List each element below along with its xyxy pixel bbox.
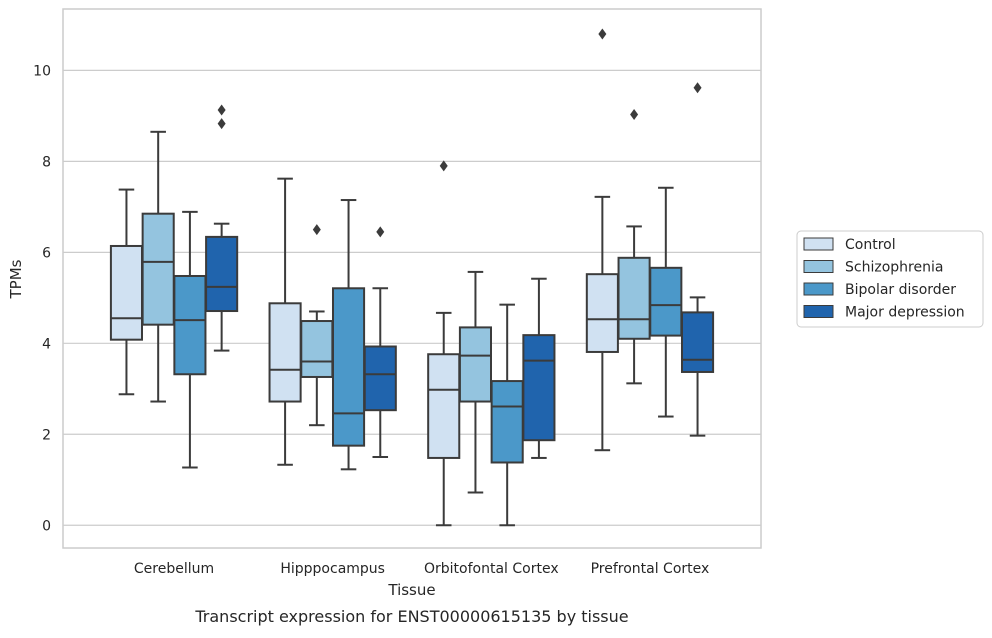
- legend-label: Major depression: [845, 305, 965, 321]
- outlier-point: [217, 104, 226, 116]
- box-group: [300, 224, 334, 427]
- box-group: [173, 210, 207, 469]
- outlier-point: [439, 160, 448, 172]
- box-group: [205, 104, 239, 352]
- legend: Control Schizophrenia Bipolar disorder Majo…: [796, 230, 984, 328]
- x-tick-label: Cerebellum: [134, 561, 214, 577]
- box: [458, 326, 493, 403]
- box: [205, 235, 239, 313]
- outlier-point: [376, 226, 385, 238]
- legend-label: Schizophrenia: [845, 260, 943, 276]
- box-group: [522, 277, 556, 459]
- box-group: [427, 160, 461, 527]
- box-group: [268, 177, 302, 466]
- chart-title: Transcript expression for ENST0000061513…: [194, 607, 628, 626]
- legend-swatch: [803, 305, 834, 318]
- legend-swatch: [803, 260, 834, 273]
- y-tick-label: 2: [42, 427, 51, 443]
- y-tick-label: 10: [33, 63, 51, 79]
- box: [268, 302, 302, 403]
- legend-swatch: [803, 237, 834, 251]
- box-group: [649, 186, 683, 418]
- legend-label: Bipolar disorder: [845, 282, 956, 298]
- box: [585, 273, 619, 353]
- y-axis-label: TPMs: [7, 259, 25, 299]
- x-tick-label: Orbitofontal Cortex: [424, 561, 559, 577]
- box-group: [585, 28, 619, 452]
- box: [680, 311, 715, 373]
- x-tick-label: Prefrontal Cortex: [591, 561, 710, 577]
- box: [300, 320, 334, 378]
- box: [649, 266, 683, 337]
- box-group: [141, 130, 175, 403]
- y-tick-label: 8: [42, 154, 51, 170]
- y-tick-label: 0: [42, 518, 51, 534]
- outlier-point: [693, 82, 702, 94]
- box-group: [490, 303, 524, 527]
- box: [331, 287, 366, 447]
- y-ticks: 0 2 4 6 8 10: [33, 63, 51, 534]
- boxes: [109, 28, 715, 527]
- legend-swatch: [803, 282, 834, 296]
- box: [363, 345, 397, 412]
- box-group: [680, 82, 715, 437]
- outlier-point: [598, 28, 607, 40]
- y-tick-label: 4: [42, 336, 51, 352]
- box-group: [617, 109, 651, 385]
- box-group: [363, 226, 397, 459]
- legend-label: Control: [845, 237, 896, 253]
- outlier-point: [217, 118, 226, 130]
- box: [173, 274, 207, 376]
- box: [617, 256, 651, 340]
- box: [490, 380, 524, 464]
- box: [141, 212, 175, 326]
- x-axis-label: Tissue: [387, 581, 435, 599]
- box: [522, 334, 556, 442]
- plot-frame: [62, 8, 762, 549]
- legend-frame: [796, 230, 984, 328]
- box-group: [331, 199, 366, 471]
- box-group: [109, 188, 144, 396]
- x-tick-label: Hipppocampus: [280, 561, 385, 577]
- y-tick-label: 6: [42, 245, 51, 261]
- box: [427, 353, 461, 459]
- outlier-point: [312, 224, 321, 236]
- x-ticks: Cerebellum Hipppocampus Orbitofontal Corte…: [134, 561, 709, 577]
- box: [109, 244, 144, 341]
- box-group: [458, 270, 493, 494]
- outlier-point: [630, 109, 639, 121]
